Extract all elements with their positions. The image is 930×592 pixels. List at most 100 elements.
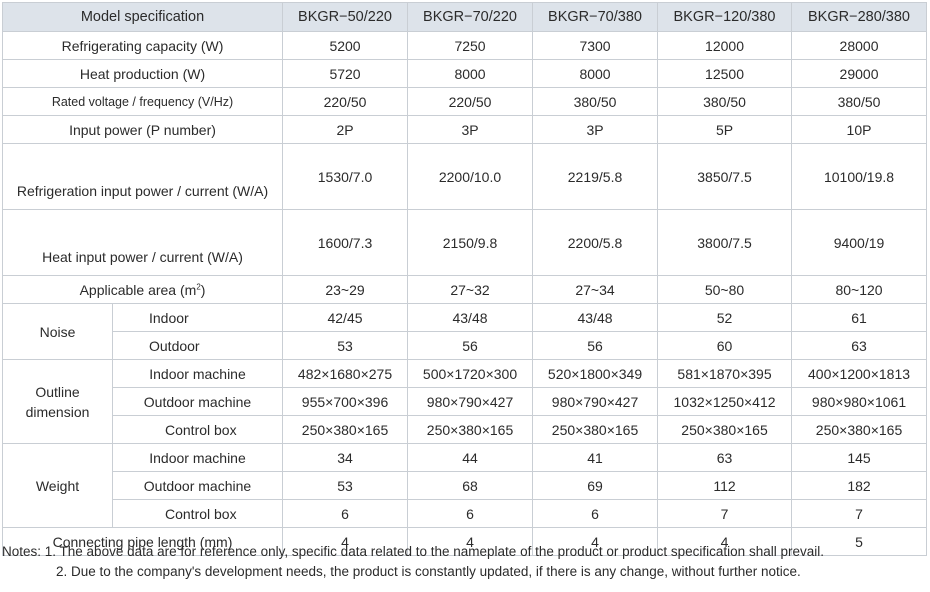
group-label-noise: Noise xyxy=(2,303,113,360)
cell: 42/45 xyxy=(282,303,409,332)
cell: 581×1870×395 xyxy=(657,359,793,388)
cell: 41 xyxy=(532,443,659,472)
row-refrigerating-capacity: Refrigerating capacity (W) 5200 7250 730… xyxy=(1,31,928,60)
row-input-power: Input power (P number) 2P 3P 3P 5P 10P xyxy=(1,115,928,144)
cell: 955×700×396 xyxy=(282,387,409,416)
row-rated-voltage: Rated voltage / frequency (V/Hz) 220/50 … xyxy=(1,87,928,116)
cell: 27~34 xyxy=(532,275,659,304)
sub-label: Control box xyxy=(111,415,284,444)
row-label: Refrigerating capacity (W) xyxy=(1,31,284,60)
cell: 53 xyxy=(282,331,409,360)
cell: 63 xyxy=(657,443,793,472)
cell: 7300 xyxy=(532,31,659,60)
header-row: Model specification BKGR−50/220 BKGR−70/… xyxy=(1,2,928,32)
cell: 23~29 xyxy=(282,275,409,304)
cell: 61 xyxy=(791,303,928,332)
cell: 4 xyxy=(532,527,659,556)
cell: 6 xyxy=(282,499,409,528)
row-noise-indoor: Noise Indoor 42/45 43/48 43/48 52 61 xyxy=(2,303,928,360)
cell: 8000 xyxy=(532,59,659,88)
row-weight-indoor: Weight Indoor machine 34 44 41 63 145 xyxy=(2,443,928,528)
cell: 3P xyxy=(407,115,534,144)
row-label: Rated voltage / frequency (V/Hz) xyxy=(1,87,284,116)
cell: 7 xyxy=(791,499,928,528)
area-label-close: ) xyxy=(200,281,206,298)
cell: 56 xyxy=(532,331,659,360)
cell: 5200 xyxy=(282,31,409,60)
area-unit-sup: 2 xyxy=(196,281,201,291)
row-label: Heat production (W) xyxy=(1,59,284,88)
cell: 250×380×165 xyxy=(657,415,793,444)
cell: 1600/7.3 xyxy=(282,209,409,276)
cell: 69 xyxy=(532,471,659,500)
cell: 7250 xyxy=(407,31,534,60)
cell: 1530/7.0 xyxy=(282,143,409,210)
row-weight-control: Control box 6 6 6 7 7 xyxy=(3,499,928,528)
sub-label: Indoor machine xyxy=(111,359,284,388)
cell: 52 xyxy=(657,303,793,332)
cell: 43/48 xyxy=(407,303,534,332)
sub-label: Control box xyxy=(111,499,284,528)
sub-label: Indoor machine xyxy=(111,443,284,472)
row-pipe-length: Connecting pipe length (mm) 4 4 4 4 5 xyxy=(1,527,928,556)
cell: 980×790×427 xyxy=(407,387,534,416)
cell: 34 xyxy=(282,443,409,472)
cell: 980×790×427 xyxy=(532,387,659,416)
row-refrigeration-input: Refrigeration input power / current (W/A… xyxy=(1,143,928,210)
row-label: Applicable area (m2) xyxy=(1,275,284,304)
cell: 380/50 xyxy=(791,87,928,116)
cell: 12000 xyxy=(657,31,793,60)
row-outline-control: Control box 250×380×165 250×380×165 250×… xyxy=(3,415,928,444)
cell: 220/50 xyxy=(282,87,409,116)
row-heat-input: Heat input power / current (W/A) 1600/7.… xyxy=(1,209,928,276)
row-applicable-area: Applicable area (m2) 23~29 27~32 27~34 5… xyxy=(1,275,928,304)
cell: 12500 xyxy=(657,59,793,88)
cell: 2200/10.0 xyxy=(407,143,534,210)
cell: 60 xyxy=(657,331,793,360)
cell: 220/50 xyxy=(407,87,534,116)
row-outline-indoor: Outline dimension Indoor machine 482×168… xyxy=(2,359,928,444)
row-label: Input power (P number) xyxy=(1,115,284,144)
notes: Notes: 1. The above data are for referen… xyxy=(2,542,928,582)
sub-label: Outdoor machine xyxy=(111,387,284,416)
cell: 10100/19.8 xyxy=(791,143,928,210)
cell: 6 xyxy=(407,499,534,528)
row-outline-outdoor: Outdoor machine 955×700×396 980×790×427 … xyxy=(3,387,928,416)
sub-label: Indoor xyxy=(111,303,284,332)
cell: 4 xyxy=(657,527,793,556)
cell: 1032×1250×412 xyxy=(657,387,793,416)
cell: 250×380×165 xyxy=(791,415,928,444)
outline-label-line2: dimension xyxy=(25,403,90,420)
cell: 400×1200×1813 xyxy=(791,359,928,388)
cell: 3800/7.5 xyxy=(657,209,793,276)
cell: 520×1800×349 xyxy=(532,359,659,388)
cell: 250×380×165 xyxy=(407,415,534,444)
cell: 50~80 xyxy=(657,275,793,304)
outline-label-line1: Outline xyxy=(35,383,80,400)
cell: 182 xyxy=(791,471,928,500)
model-3: BKGR−70/380 xyxy=(532,2,659,32)
cell: 53 xyxy=(282,471,409,500)
group-label-outline: Outline dimension xyxy=(2,359,113,444)
cell: 2P xyxy=(282,115,409,144)
note-1: Notes: 1. The above data are for referen… xyxy=(2,544,824,559)
cell: 68 xyxy=(407,471,534,500)
cell: 5P xyxy=(657,115,793,144)
cell: 980×980×1061 xyxy=(791,387,928,416)
cell: 27~32 xyxy=(407,275,534,304)
cell: 4 xyxy=(407,527,534,556)
cell: 3850/7.5 xyxy=(657,143,793,210)
cell: 500×1720×300 xyxy=(407,359,534,388)
cell: 3P xyxy=(532,115,659,144)
cell: 8000 xyxy=(407,59,534,88)
sub-label: Outdoor machine xyxy=(111,471,284,500)
header-label: Model specification xyxy=(1,2,284,32)
cell: 56 xyxy=(407,331,534,360)
cell: 29000 xyxy=(791,59,928,88)
cell: 10P xyxy=(791,115,928,144)
cell: 250×380×165 xyxy=(282,415,409,444)
cell: 380/50 xyxy=(532,87,659,116)
cell: 482×1680×275 xyxy=(282,359,409,388)
cell: 4 xyxy=(282,527,409,556)
cell: 2150/9.8 xyxy=(407,209,534,276)
